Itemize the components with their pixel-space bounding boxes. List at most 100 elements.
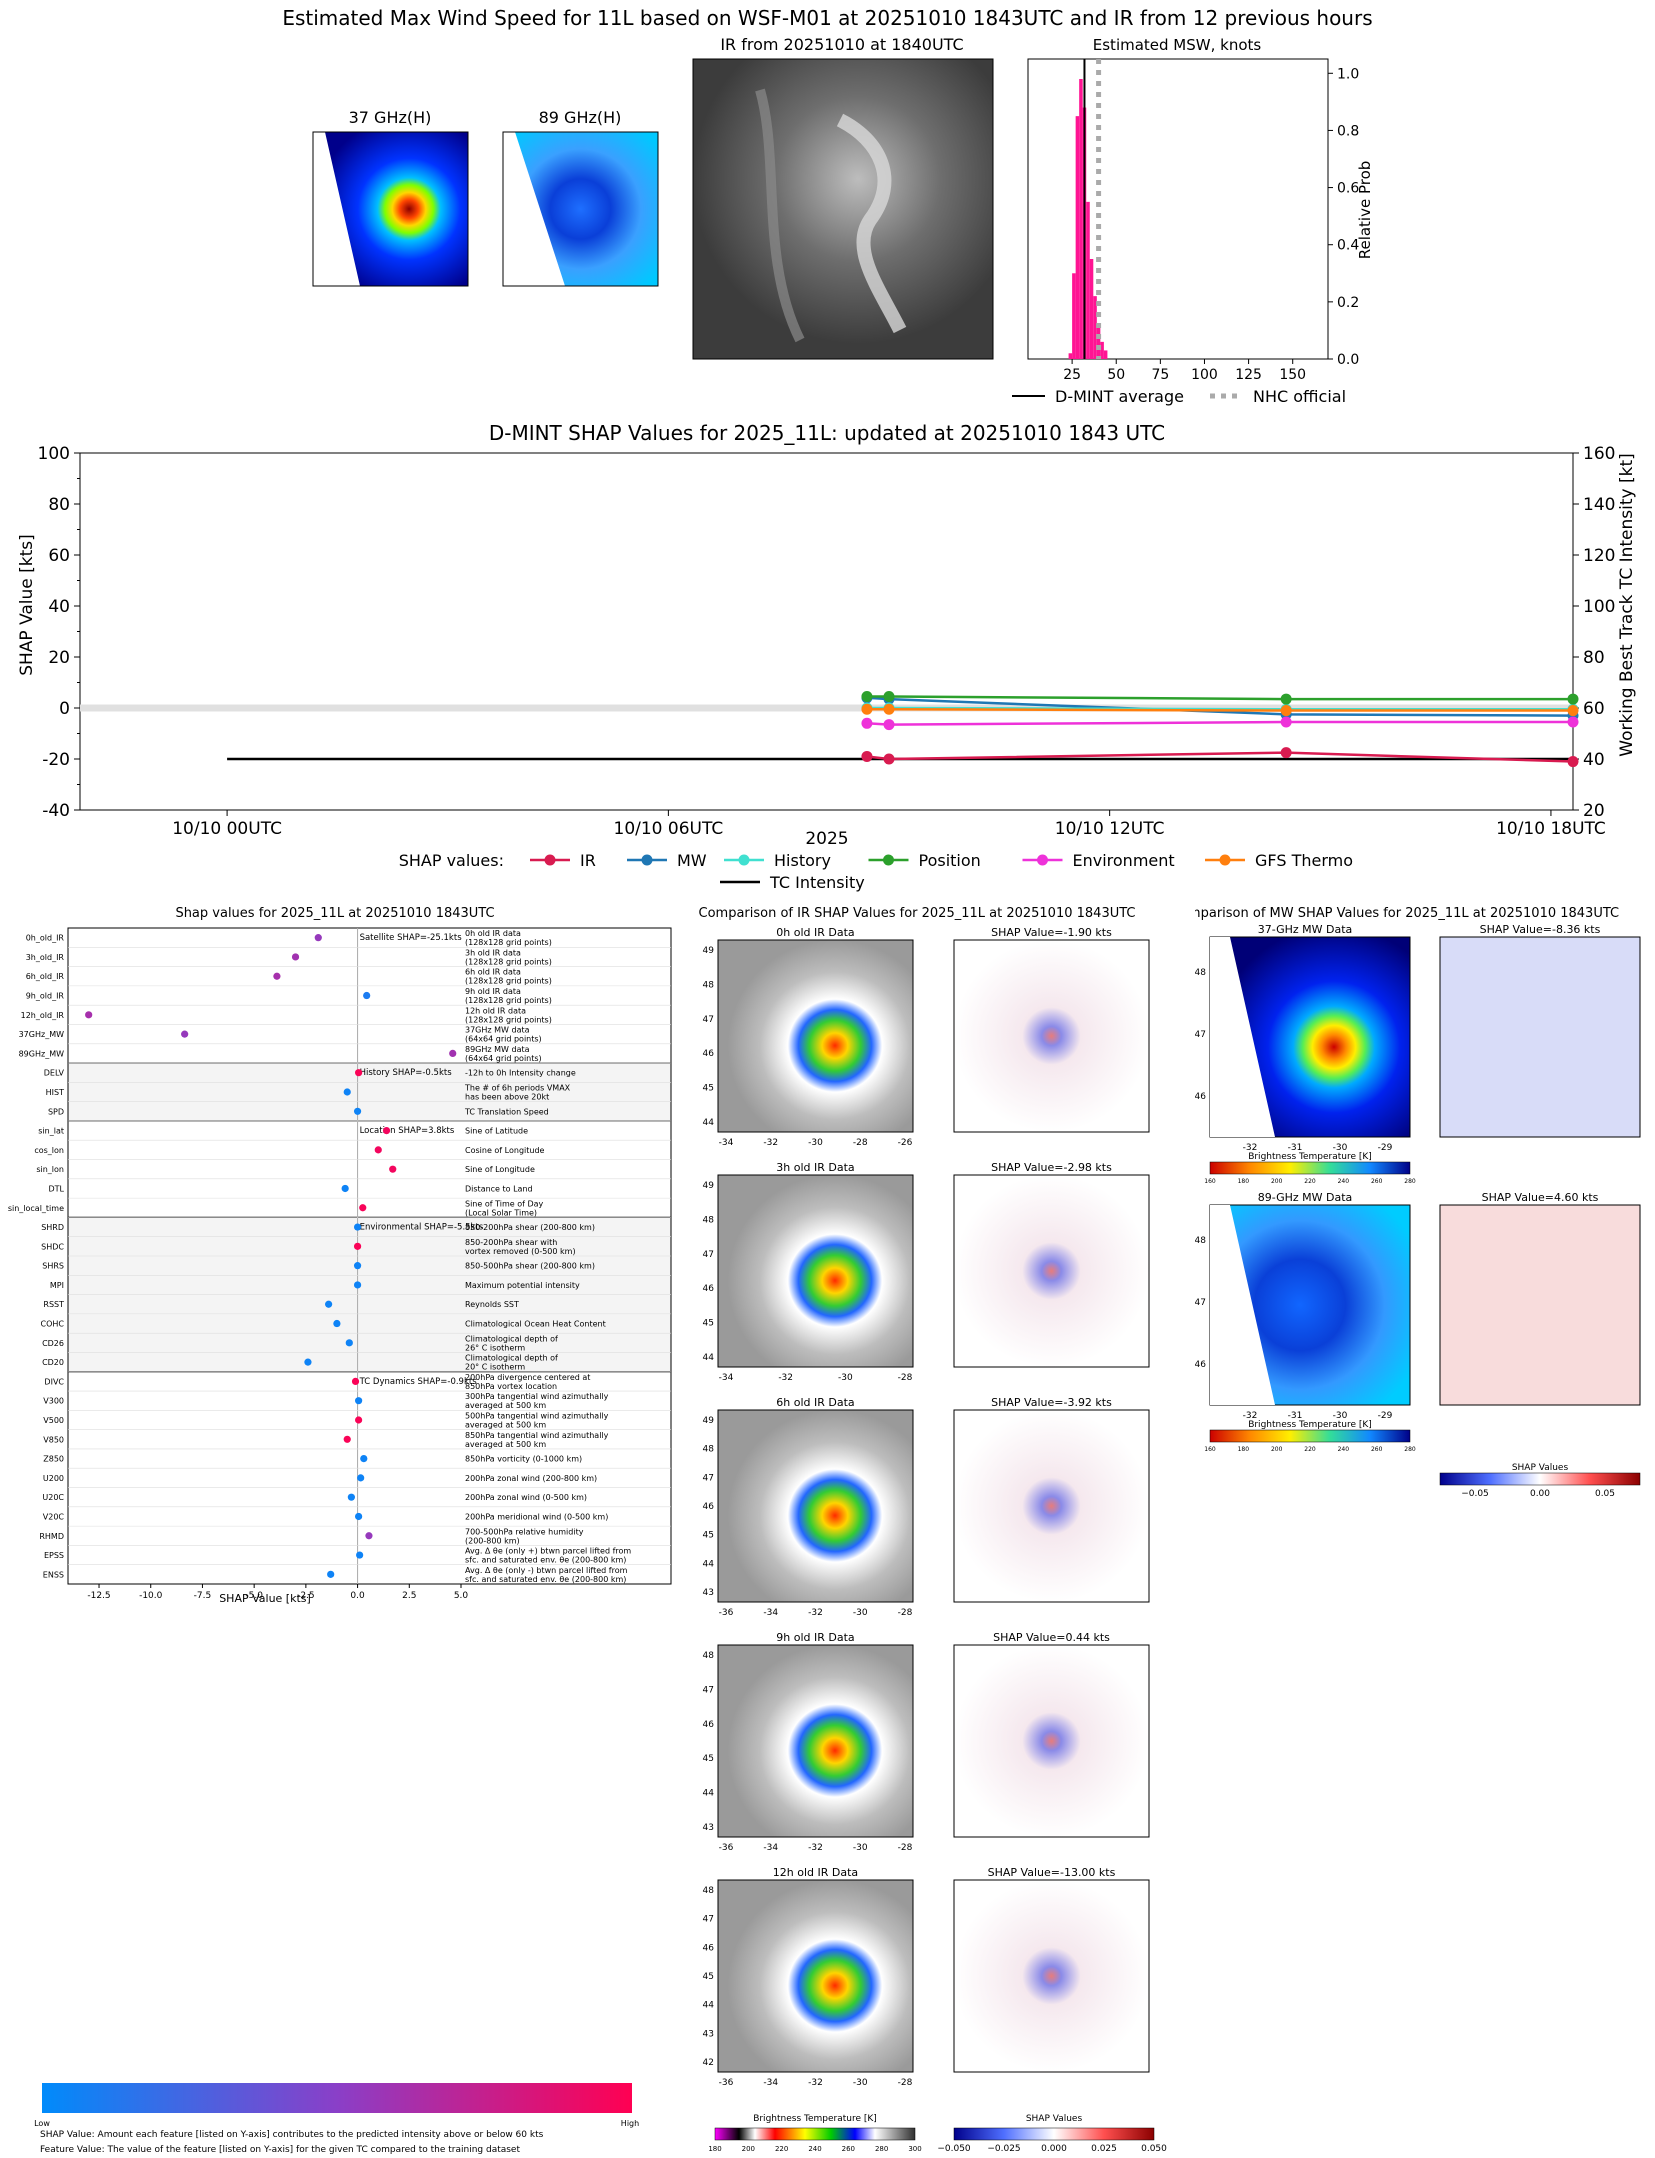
mw-shap-image (1439, 1204, 1641, 1406)
ir-panel-ytick: 45 (703, 1319, 714, 1329)
feature-desc: 12h old IR data (465, 1006, 526, 1015)
feature-point (333, 1319, 341, 1328)
hist-bar (1103, 350, 1108, 359)
mw-bt-label: Brightness Temperature [K] (1248, 1420, 1372, 1430)
feature-desc: Avg. Δ θe (only -) btwn parcel lifted fr… (465, 1566, 628, 1575)
ts-xlabel: 2025 (805, 829, 848, 849)
series-line-position (866, 695, 1573, 701)
feature-point (343, 1435, 351, 1443)
mw-panel-blank (1210, 1205, 1275, 1405)
feature-point (345, 1339, 353, 1347)
ts-ytick-label: 60 (48, 546, 70, 566)
feature-desc: 850-500hPa shear (200-800 km) (465, 1262, 595, 1271)
ir-panel-ytick: 48 (703, 1215, 715, 1225)
shap-xtick-label: 5.0 (454, 1591, 469, 1601)
series-point (1280, 705, 1292, 717)
feature-point (314, 934, 322, 942)
feature-point (389, 1165, 397, 1173)
feature-desc: 850hPa tangential wind azimuthally (465, 1431, 609, 1440)
hist-xtick-label: 50 (1107, 367, 1125, 383)
ir-panel-xtick: -32 (808, 1608, 823, 1618)
feature-name: DTL (48, 1184, 64, 1193)
feature-desc: 20° C isotherm (465, 1363, 525, 1372)
feature-point (355, 1397, 363, 1405)
hist-xtick-label: 125 (1235, 367, 1262, 383)
ir-panel-xtick: -28 (898, 1373, 913, 1383)
ir-panel-xtick: -32 (808, 2078, 823, 2088)
group-label: Location SHAP=3.8kts (360, 1126, 455, 1136)
ir-panel-label: 0h old IR Data (776, 926, 854, 939)
series-point (883, 719, 895, 731)
hist-ytick-label: 0.6 (1337, 181, 1359, 197)
mw-comparison: Comparison of MW SHAP Values for 2025_11… (1195, 906, 1641, 1499)
feature-point (355, 1416, 363, 1424)
ts-y2tick-label: 160 (1583, 444, 1615, 464)
mw-panel-blank (1210, 937, 1275, 1137)
feature-point (353, 1223, 362, 1231)
series-point (861, 750, 873, 762)
mw-bt-tick: 160 (1204, 1446, 1216, 1453)
ir-panel-ytick: 48 (703, 1445, 715, 1455)
ir-panel-xtick: -32 (763, 1138, 778, 1148)
feature-desc: 89GHz MW data (465, 1045, 530, 1054)
hist-xtick-label: 100 (1191, 367, 1218, 383)
ir-panel-xtick: -32 (778, 1373, 793, 1383)
ts-ytick-label: -20 (42, 750, 70, 770)
mw-shap-image (1439, 936, 1641, 1138)
feature-point (359, 1204, 367, 1212)
feature-name: DELV (44, 1069, 65, 1078)
ir-panel-ytick: 46 (703, 1502, 715, 1512)
mw-panel-ytick: 48 (1195, 968, 1206, 978)
ir-panel-image (717, 1644, 914, 1838)
feature-desc: Cosine of Longitude (465, 1146, 545, 1155)
feature-point (374, 1146, 382, 1154)
feature-desc: Sine of Latitude (465, 1127, 528, 1136)
feature-name: SPD (48, 1107, 64, 1116)
ir-bt-label: Brightness Temperature [K] (753, 2114, 877, 2124)
ir-shap-tick: −0.025 (987, 2144, 1020, 2154)
ir-panel-ytick: 48 (703, 1651, 715, 1661)
feature-name: MPI (50, 1281, 64, 1290)
ir-shap-image (953, 1409, 1150, 1603)
ir-shap-colorbar (953, 2127, 1155, 2141)
mw-comparison-title: Comparison of MW SHAP Values for 2025_11… (1195, 906, 1619, 921)
feature-desc: -12h to 0h Intensity change (465, 1069, 576, 1078)
feature-desc: Maximum potential intensity (465, 1281, 580, 1290)
ir-panel-ytick: 45 (703, 1972, 714, 1982)
ir-panel-ytick: 43 (703, 1823, 714, 1833)
mw-bt-tick: 240 (1338, 1178, 1350, 1185)
ir-panel-ytick: 44 (703, 1559, 715, 1569)
mw-bt-tick: 180 (1238, 1178, 1250, 1185)
ir-shap-image (953, 1174, 1150, 1368)
feature-name: SHRD (41, 1223, 64, 1232)
series-point (883, 753, 895, 765)
ir-shap-tick: 0.050 (1141, 2144, 1167, 2154)
ir-panel-ytick: 46 (703, 1720, 715, 1730)
mw-panel-label: 89-GHz MW Data (1258, 1191, 1353, 1204)
ir-panel-xtick: -34 (763, 1843, 778, 1853)
ir-panel-ytick: 46 (703, 1049, 715, 1059)
ir-panel-ytick: 47 (703, 1473, 714, 1483)
msw-histogram: Estimated MSW, knots Relative Prob 25 50 7… (1027, 36, 1374, 383)
mw-bt-tick: 240 (1338, 1446, 1350, 1453)
ir-panel-image (717, 1174, 914, 1368)
feature-point (327, 1570, 335, 1578)
feature-desc: 850hPa vortex location (465, 1382, 557, 1391)
feature-point (353, 1242, 362, 1250)
ir-panel-ytick: 45 (703, 1531, 714, 1541)
group-band (68, 1063, 671, 1121)
ir-panel-ytick: 45 (703, 1084, 714, 1094)
legend-dmint: D-MINT average (1055, 387, 1184, 406)
ir-panel-ytick: 43 (703, 2029, 714, 2039)
feature-point (356, 1551, 364, 1559)
ts-ytick-label: 20 (48, 648, 70, 668)
ts-frame (79, 452, 1574, 811)
legend-marker (1037, 854, 1048, 866)
feature-desc: The # of 6h periods VMAX (464, 1084, 571, 1093)
feature-desc: 3h old IR data (465, 948, 521, 957)
group-label: Environmental SHAP=-5.5kts (360, 1222, 484, 1232)
ir-panel-xtick: -30 (808, 1138, 823, 1148)
ir-panel-ytick: 44 (703, 1118, 715, 1128)
feature-name: COHC (41, 1320, 65, 1329)
feature-name: 0h_old_IR (26, 934, 65, 943)
